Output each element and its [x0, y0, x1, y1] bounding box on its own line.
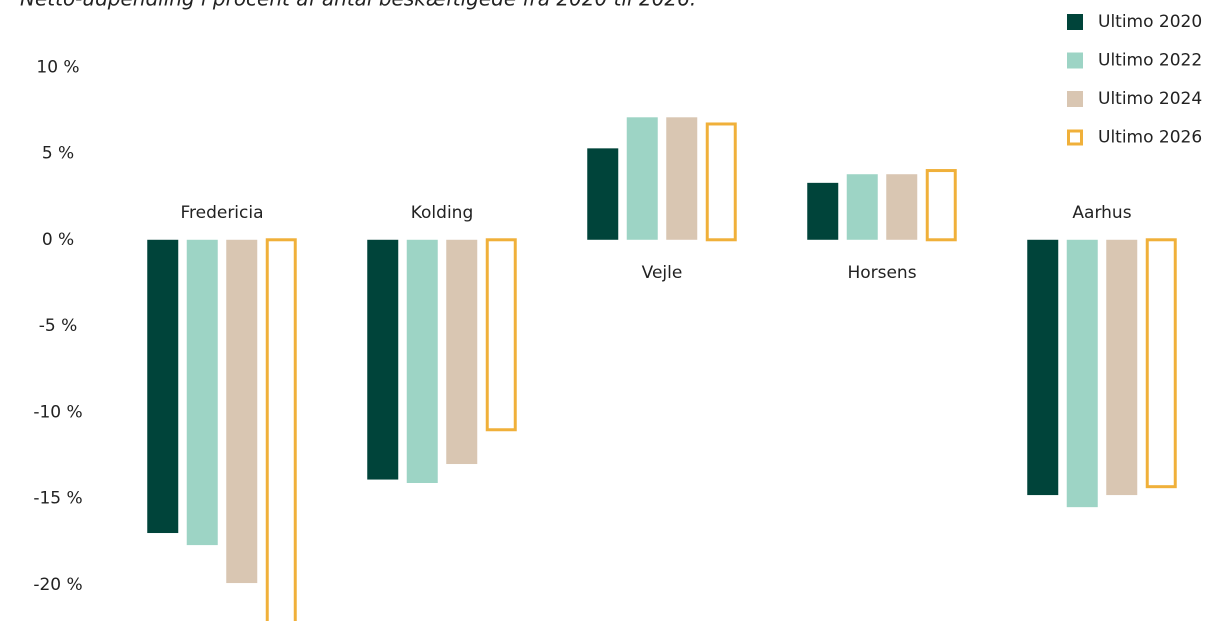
bar	[925, 169, 957, 242]
legend-swatch	[1067, 14, 1083, 30]
category-label: Kolding	[411, 203, 474, 223]
category-label: Vejle	[642, 263, 683, 283]
bar	[587, 148, 619, 240]
bar	[666, 117, 698, 240]
legend-swatch	[1067, 52, 1083, 69]
bar	[147, 239, 179, 534]
y-tick-label: 5 %	[42, 144, 74, 164]
y-tick-label: -20 %	[33, 575, 82, 595]
bar	[1145, 238, 1177, 489]
legend-swatch	[1067, 91, 1083, 107]
bar	[226, 239, 258, 584]
y-tick-label: 0 %	[42, 230, 74, 250]
y-tick-label: -5 %	[39, 316, 78, 336]
bar	[485, 238, 517, 432]
chart-title: Netto-udpendling i procent af antal besk…	[20, 0, 696, 11]
bar	[406, 239, 438, 483]
y-tick-label: -15 %	[33, 489, 82, 509]
bar	[705, 122, 737, 242]
bar	[446, 239, 478, 465]
bar	[886, 174, 918, 240]
legend-swatch	[1067, 129, 1083, 146]
legend-label: Ultimo 2020	[1098, 12, 1202, 32]
bar	[1066, 239, 1098, 508]
legend-label: Ultimo 2024	[1098, 89, 1202, 109]
bar	[1106, 239, 1138, 496]
legend-label: Ultimo 2026	[1098, 128, 1202, 148]
bar	[186, 239, 218, 546]
bar	[807, 182, 839, 240]
bar	[265, 238, 297, 621]
bar	[367, 239, 399, 480]
category-label: Horsens	[847, 263, 916, 283]
legend-label: Ultimo 2022	[1098, 51, 1202, 71]
category-label: Fredericia	[180, 203, 263, 223]
y-tick-label: -10 %	[33, 402, 82, 422]
category-label: Aarhus	[1072, 203, 1131, 223]
y-tick-label: 10 %	[36, 57, 79, 77]
bar	[626, 117, 658, 240]
bar	[1027, 239, 1059, 496]
bar	[846, 174, 878, 240]
